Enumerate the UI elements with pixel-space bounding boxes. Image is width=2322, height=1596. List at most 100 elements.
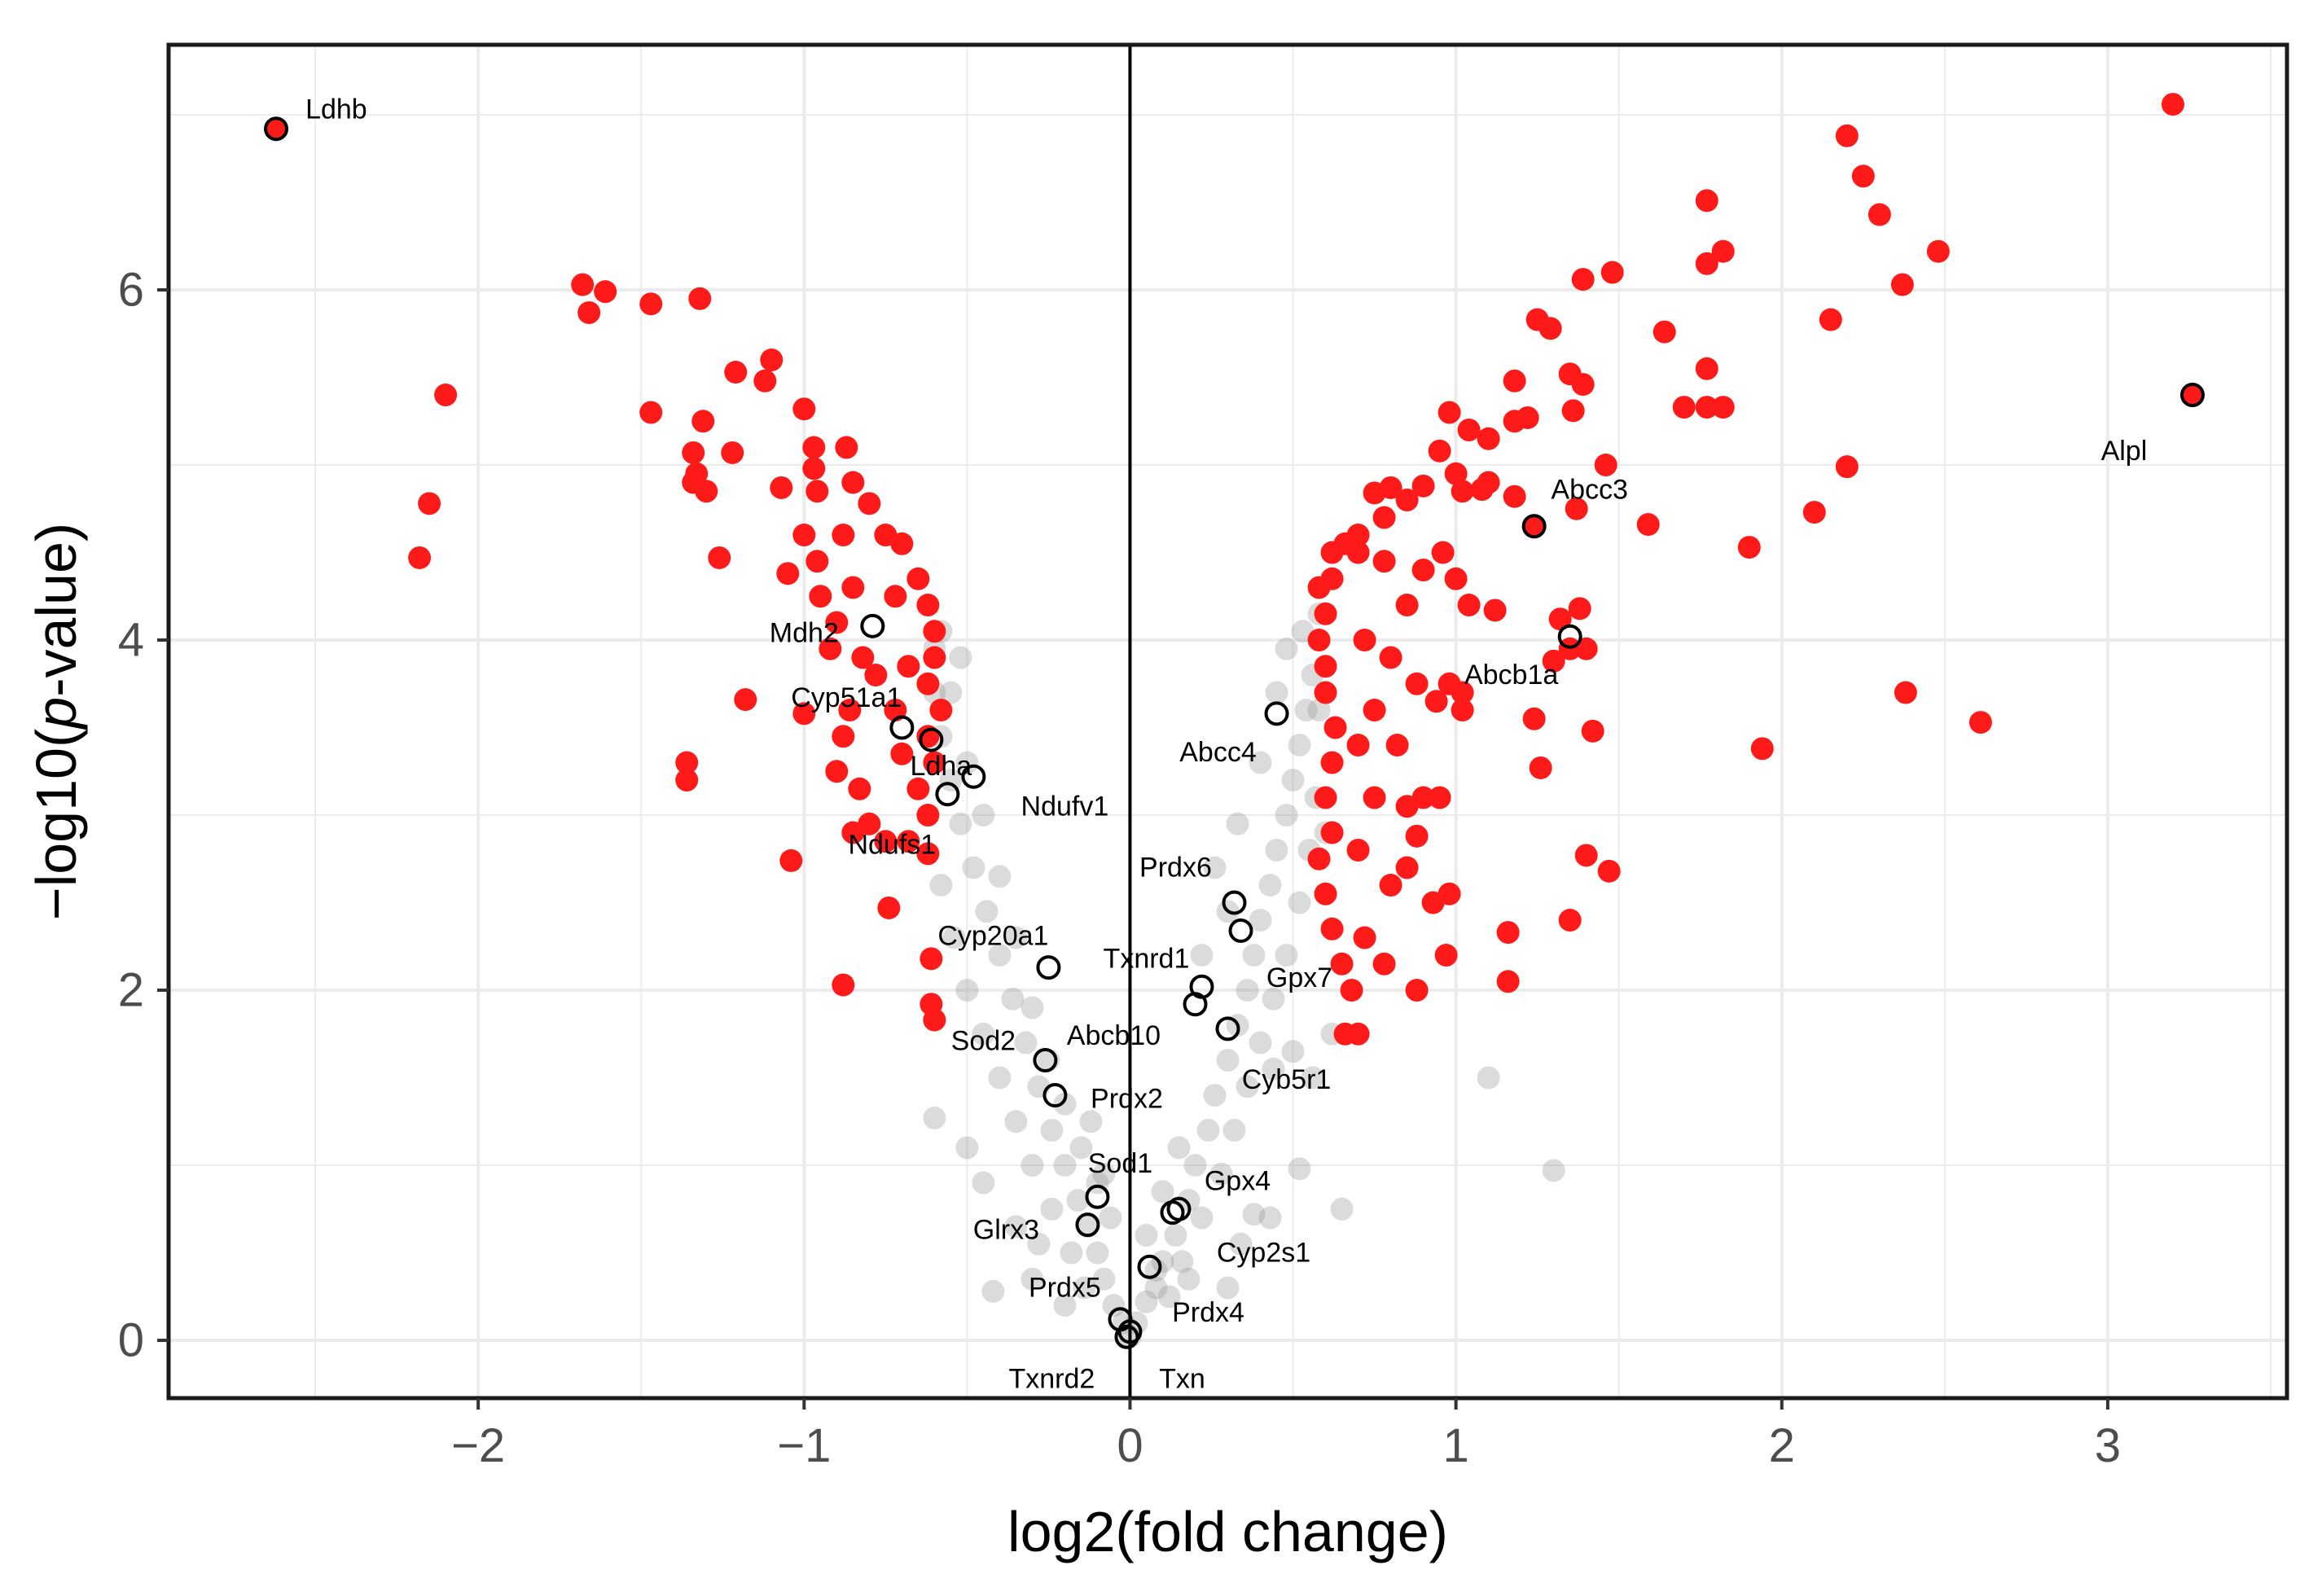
data-point-significant	[890, 532, 914, 555]
data-point-significant	[1363, 481, 1386, 505]
data-point-significant	[639, 401, 663, 424]
data-point-significant	[724, 361, 748, 384]
data-point-significant	[1890, 273, 1914, 296]
gene-label-ndufs1: Ndufs1	[848, 830, 936, 861]
data-point-significant	[832, 524, 855, 547]
data-point-significant	[1372, 952, 1396, 976]
data-point-significant	[1405, 979, 1429, 1002]
data-point-significant	[832, 725, 855, 748]
data-point-not-significant	[1177, 1267, 1201, 1291]
data-point-not-significant	[988, 944, 1012, 967]
data-point-significant	[1307, 629, 1331, 652]
data-point-significant	[639, 292, 663, 316]
data-point-significant	[1395, 594, 1419, 617]
data-point-significant	[884, 585, 907, 608]
data-point-significant	[1969, 711, 1992, 734]
data-point-significant	[906, 567, 930, 590]
gene-label-ndufv1: Ndufv1	[1021, 791, 1109, 822]
data-point-not-significant	[1021, 1154, 1044, 1177]
data-point-significant	[858, 492, 881, 515]
data-point-not-significant	[1053, 1092, 1077, 1116]
highlighted-point-sod1	[1085, 1184, 1110, 1209]
highlighted-point-prdx6	[1222, 890, 1247, 915]
data-point-significant	[1434, 944, 1458, 967]
data-point-significant	[1600, 261, 1624, 284]
data-point-significant	[929, 699, 953, 722]
highlighted-point-txnrd1	[1228, 918, 1253, 943]
data-point-significant	[1340, 979, 1363, 1002]
data-point-significant	[923, 1008, 946, 1032]
data-point-significant	[1574, 637, 1598, 660]
data-point-not-significant	[1099, 1206, 1122, 1230]
data-point-not-significant	[1203, 856, 1227, 879]
gene-label-prdx6: Prdx6	[1139, 853, 1212, 884]
data-point-significant	[1320, 751, 1344, 774]
gene-label-prdx5: Prdx5	[1029, 1273, 1101, 1304]
data-point-significant	[408, 546, 432, 569]
data-point-significant	[877, 896, 901, 919]
data-point-significant	[906, 777, 930, 800]
highlighted-point-sod2	[1033, 1048, 1058, 1073]
x-tick-label: 1	[1442, 1419, 1468, 1472]
data-point-significant	[805, 550, 829, 573]
data-point-significant	[1558, 909, 1582, 932]
data-point-not-significant	[1222, 1119, 1246, 1142]
data-point-not-significant	[1236, 1075, 1259, 1098]
data-point-not-significant	[923, 1106, 946, 1129]
highlighted-point-cyp20a1	[1036, 955, 1061, 980]
data-point-significant	[1868, 203, 1891, 226]
data-point-significant	[770, 476, 793, 499]
data-point-significant	[1926, 239, 1950, 263]
data-point-not-significant	[1262, 987, 1285, 1011]
data-point-significant	[1431, 541, 1455, 564]
data-point-significant	[708, 546, 731, 569]
data-point-significant	[1695, 252, 1718, 275]
gene-label-mdh2: Mdh2	[770, 618, 839, 649]
data-point-not-significant	[1262, 1057, 1285, 1081]
highlighted-point-abcb10	[1183, 992, 1208, 1017]
data-point-significant	[1571, 373, 1595, 397]
data-point-not-significant	[1265, 681, 1288, 704]
highlighted-point-cyp51a1	[889, 715, 915, 740]
data-point-significant	[675, 751, 699, 774]
data-point-significant	[1346, 839, 1370, 862]
data-point-significant	[1483, 598, 1507, 622]
gene-label-cyp51a1: Cyp51a1	[791, 682, 902, 713]
data-point-significant	[1314, 882, 1337, 905]
data-point-not-significant	[1157, 1285, 1181, 1309]
data-point-not-significant	[1275, 804, 1298, 827]
data-point-not-significant	[1542, 1159, 1565, 1182]
gene-label-txnrd1: Txnrd1	[1104, 943, 1190, 974]
data-point-not-significant	[955, 979, 979, 1002]
data-point-not-significant	[1288, 891, 1311, 914]
data-point-significant	[1594, 454, 1617, 477]
data-point-not-significant	[1216, 1049, 1240, 1072]
data-point-significant	[841, 576, 865, 599]
data-point-not-significant	[1177, 1189, 1201, 1212]
data-point-not-significant	[1281, 1040, 1305, 1063]
data-point-not-significant	[1249, 1031, 1272, 1054]
highlighted-point-cyp2s1	[1160, 1200, 1185, 1226]
data-point-not-significant	[939, 681, 963, 704]
highlighted-point-prdx2	[1042, 1083, 1068, 1108]
data-point-significant	[874, 830, 898, 853]
data-point-not-significant	[972, 1022, 995, 1046]
y-axis-title-prefix: −log10(	[24, 729, 88, 920]
data-point-significant	[1477, 427, 1500, 450]
data-point-significant	[819, 637, 842, 660]
data-point-significant	[1503, 410, 1526, 433]
data-point-significant	[890, 742, 914, 765]
data-point-significant	[1363, 786, 1386, 809]
data-point-significant	[675, 769, 699, 792]
data-point-significant	[691, 410, 715, 433]
data-point-significant	[1346, 734, 1370, 757]
gene-label-prdx4: Prdx4	[1172, 1297, 1244, 1328]
data-point-not-significant	[1477, 1066, 1500, 1090]
data-point-not-significant	[1167, 1136, 1191, 1160]
data-point-significant	[1568, 597, 1591, 620]
gene-labels: Ldhb Alpl Abcc3 Abcb1a Abcc4 Mdh2 Cyp51a1 Ldha N…	[305, 94, 2147, 1395]
data-point-not-significant	[955, 751, 979, 774]
data-point-not-significant	[1249, 909, 1272, 932]
data-point-not-significant	[1069, 1136, 1093, 1160]
data-point-not-significant	[1203, 1084, 1227, 1107]
